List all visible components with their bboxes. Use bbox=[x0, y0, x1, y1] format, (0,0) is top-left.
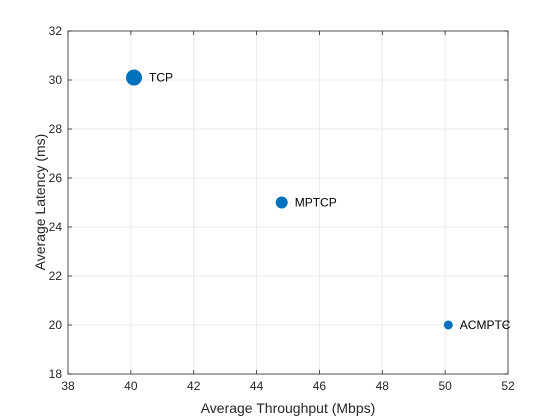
y-tick-label: 22 bbox=[49, 269, 63, 283]
x-tick-label: 38 bbox=[61, 379, 75, 393]
axis-ticks bbox=[67, 30, 509, 375]
y-axis-title: Average Latency (ms) bbox=[32, 134, 48, 271]
y-tick-labels: 18 20 22 24 26 28 30 32 bbox=[49, 24, 63, 381]
y-tick-label: 24 bbox=[49, 220, 63, 234]
y-tick-label: 26 bbox=[49, 171, 63, 185]
x-tick-label: 46 bbox=[313, 379, 327, 393]
data-points bbox=[126, 69, 453, 330]
point-labels: TCP MPTCP ACMPTC bbox=[149, 71, 511, 332]
y-tick-label: 28 bbox=[49, 122, 63, 136]
plot-frame bbox=[67, 30, 509, 375]
data-point-tcp bbox=[126, 69, 142, 86]
x-tick-label: 50 bbox=[438, 379, 452, 393]
y-tick-label: 20 bbox=[49, 318, 63, 332]
x-tick-label: 42 bbox=[187, 379, 201, 393]
x-tick-label: 40 bbox=[124, 379, 138, 393]
x-axis-title: Average Throughput (Mbps) bbox=[201, 400, 376, 416]
data-point-acmptc bbox=[443, 320, 453, 330]
x-tick-label: 44 bbox=[250, 379, 264, 393]
grid-lines bbox=[68, 31, 508, 374]
x-tick-labels: 38 40 42 44 46 48 50 52 bbox=[61, 379, 515, 393]
data-point-label-tcp: TCP bbox=[149, 71, 173, 85]
x-tick-label: 48 bbox=[376, 379, 390, 393]
y-tick-label: 30 bbox=[49, 73, 63, 87]
y-tick-label: 32 bbox=[49, 24, 63, 38]
plot-background bbox=[68, 31, 508, 374]
y-tick-label: 18 bbox=[49, 367, 63, 381]
data-point-label-acmptc: ACMPTC bbox=[460, 318, 511, 332]
data-point-mptcp bbox=[275, 196, 288, 209]
x-tick-label: 52 bbox=[501, 379, 515, 393]
data-point-label-mptcp: MPTCP bbox=[295, 196, 337, 210]
